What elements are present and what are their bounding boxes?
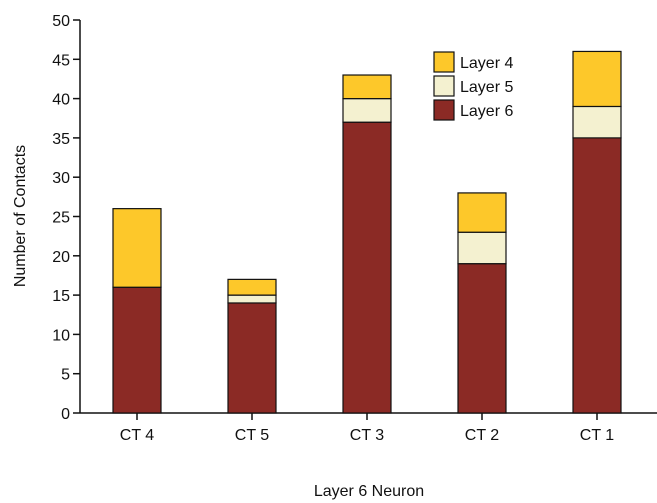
x-axis-title: Layer 6 Neuron bbox=[314, 483, 424, 500]
legend-item: Layer 6 bbox=[433, 99, 513, 121]
bar-stack bbox=[342, 74, 392, 414]
legend-swatch bbox=[433, 51, 455, 73]
bar-segment-layer-6 bbox=[572, 137, 622, 414]
bar-stack bbox=[572, 50, 622, 414]
y-tick-label: 15 bbox=[52, 288, 70, 305]
bar-segment-layer-4 bbox=[572, 50, 622, 108]
x-axis: CT 4 CT 5 CT 3 CT 2 CT 1 bbox=[80, 412, 657, 444]
y-tick-label: 50 bbox=[52, 13, 70, 30]
bar-stack bbox=[112, 208, 162, 414]
bar-stack bbox=[457, 192, 507, 414]
x-tick-label: CT 2 bbox=[465, 427, 499, 444]
legend-swatch bbox=[433, 99, 455, 121]
bar-segment-layer-4 bbox=[457, 192, 507, 233]
y-tick-label: 30 bbox=[52, 170, 70, 187]
y-axis: 0 5 10 15 20 25 30 35 40 45 50 bbox=[52, 13, 81, 423]
legend-swatch bbox=[433, 75, 455, 97]
legend-label: Layer 6 bbox=[460, 103, 513, 120]
legend: Layer 4 Layer 5 Layer 6 bbox=[433, 51, 513, 121]
x-tick-label: CT 4 bbox=[120, 427, 154, 444]
y-tick-label: 20 bbox=[52, 249, 70, 266]
bar-segment-layer-5 bbox=[457, 231, 507, 265]
bar-stack bbox=[227, 278, 277, 414]
bars bbox=[112, 50, 622, 414]
y-tick-label: 35 bbox=[52, 131, 70, 148]
bar-segment-layer-4 bbox=[342, 74, 392, 100]
x-tick-label: CT 5 bbox=[235, 427, 269, 444]
bar-segment-layer-6 bbox=[457, 263, 507, 414]
x-tick-label: CT 1 bbox=[580, 427, 614, 444]
y-tick-label: 10 bbox=[52, 327, 70, 344]
bar-segment-layer-5 bbox=[227, 294, 277, 304]
bar-segment-layer-6 bbox=[227, 302, 277, 414]
bar-segment-layer-6 bbox=[112, 286, 162, 414]
bar-segment-layer-5 bbox=[342, 97, 392, 123]
y-axis-title: Number of Contacts bbox=[12, 145, 29, 287]
bar-segment-layer-6 bbox=[342, 121, 392, 414]
legend-item: Layer 4 bbox=[433, 51, 513, 73]
bar-segment-layer-5 bbox=[572, 105, 622, 139]
y-tick-label: 45 bbox=[52, 52, 70, 69]
y-tick-label: 40 bbox=[52, 92, 70, 109]
x-tick-label: CT 3 bbox=[350, 427, 384, 444]
bar-segment-layer-4 bbox=[227, 278, 277, 296]
legend-label: Layer 4 bbox=[460, 55, 513, 72]
bar-segment-layer-4 bbox=[112, 208, 162, 288]
legend-item: Layer 5 bbox=[433, 75, 513, 97]
y-tick-label: 25 bbox=[52, 210, 70, 227]
legend-label: Layer 5 bbox=[460, 79, 513, 96]
y-tick-label: 0 bbox=[61, 406, 70, 423]
y-tick-label: 5 bbox=[61, 367, 70, 384]
